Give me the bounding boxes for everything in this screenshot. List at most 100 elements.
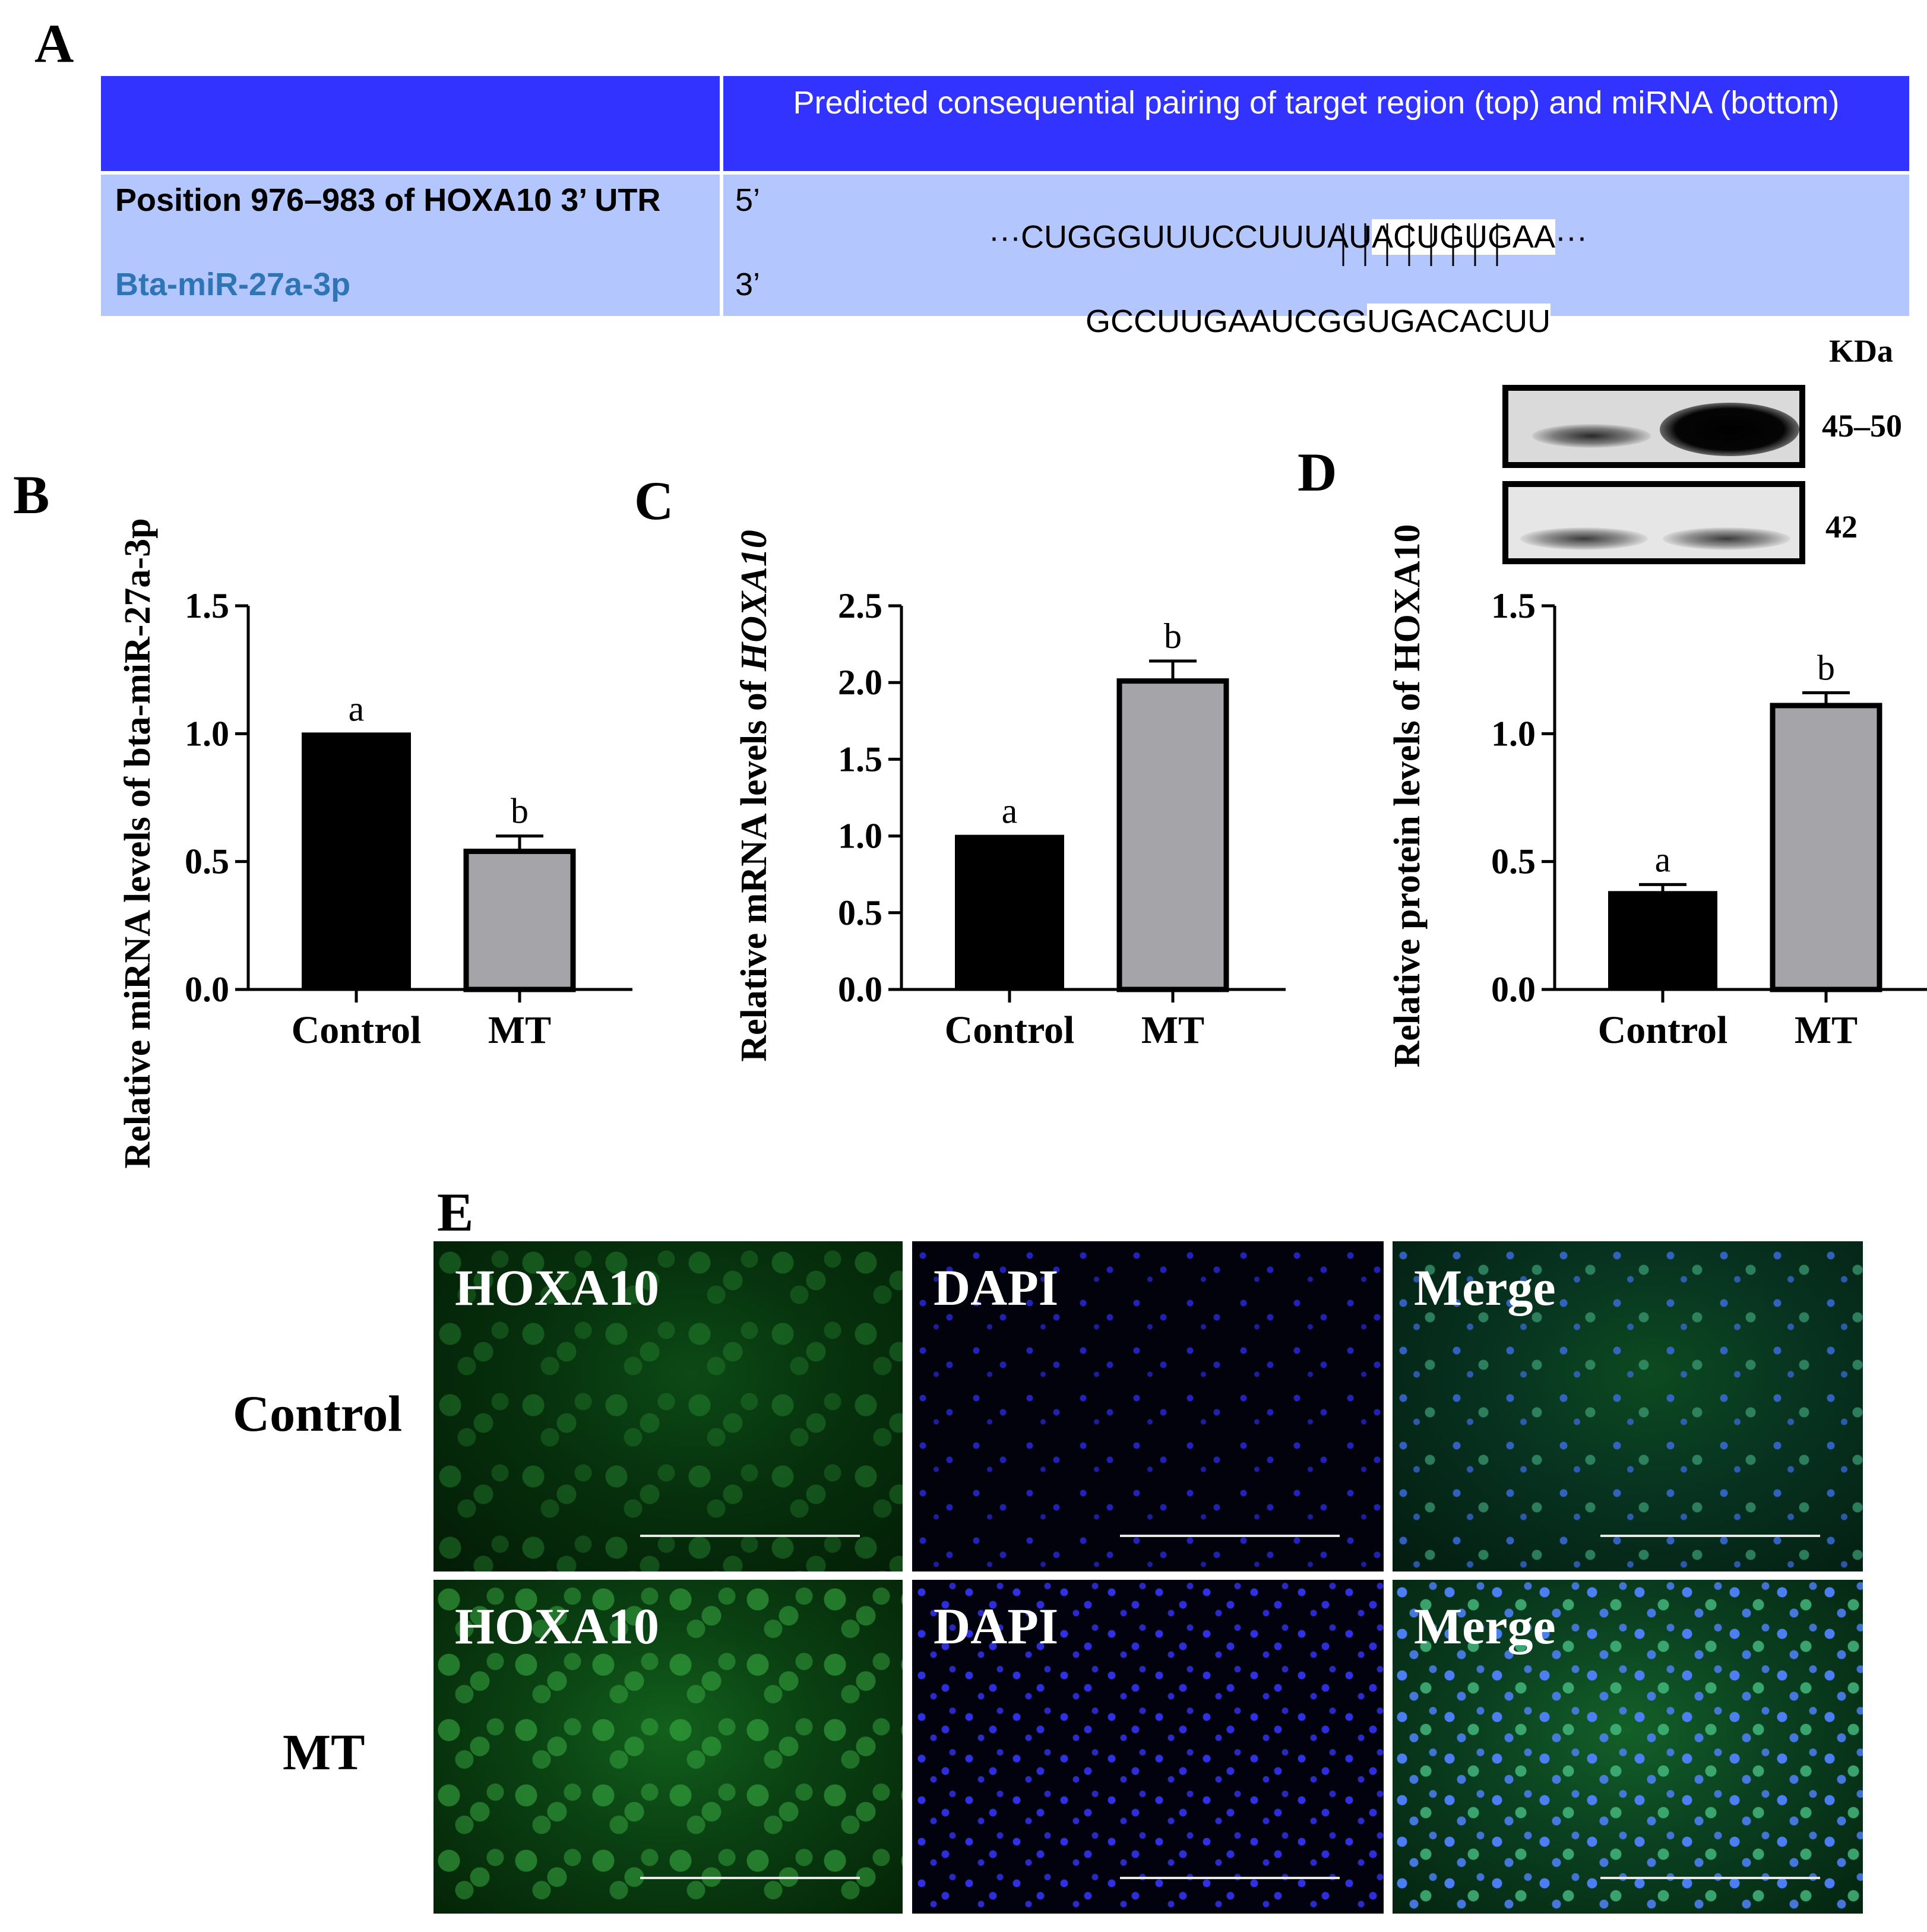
table-body-left [101, 175, 720, 316]
y-axis-label-prefix: Relative mRNA levels of [734, 671, 774, 1062]
panel-d-letter: D [1298, 442, 1337, 502]
significance-label: b [1817, 648, 1835, 687]
table-header-text: Predicted consequential pairing of targe… [793, 85, 1840, 121]
target-region-label: Position 976–983 of HOXA10 3’ UTR [115, 182, 661, 218]
x-tick-label: Control [945, 1008, 1075, 1052]
chart-plot-b: 0.0 0.5 1.0 1.5 Control a MT b Relative miRNA le… [118, 518, 632, 1169]
mirna-seed: UGACACUU [1367, 303, 1551, 339]
target-seq-suffix: ··· [1555, 219, 1587, 255]
table-body-right [723, 175, 1909, 316]
bar-mt [1116, 678, 1229, 992]
x-tick-label: MT [1141, 1008, 1204, 1052]
chart-plot-d: 0.0 0.5 1.0 1.5 Control a MT b Relative protein … [1387, 524, 1927, 1068]
x-tick-label: MT [1795, 1008, 1858, 1052]
scale-bar [1120, 1535, 1340, 1537]
chart-plot-c: 0.0 0.5 1.0 1.5 2.0 2.5 Control a MT b Relative mR… [734, 530, 1286, 1062]
y-tick-label: 1.5 [185, 586, 229, 625]
y-axis-label-gene: HOXA10 [734, 530, 774, 672]
scale-bar [1120, 1877, 1340, 1879]
micro-label-hoxa10-mt: HOXA10 [455, 1598, 659, 1655]
panel-c-letter: C [634, 470, 674, 531]
three-prime-end: 3’ [735, 267, 761, 302]
bar-mt [1770, 703, 1882, 992]
scale-bar [1600, 1877, 1820, 1879]
target-seq-prefix: ···CUGGGUUUCCUUUAU [989, 219, 1372, 255]
bar-control [302, 732, 411, 991]
y-tick-label: 1.5 [1491, 586, 1536, 625]
scale-bar [640, 1535, 860, 1537]
micro-texture [1393, 1580, 1863, 1914]
y-tick-label: 0.5 [838, 893, 882, 932]
y-tick-label: 0.0 [1491, 970, 1536, 1009]
five-prime-end: 5’ [735, 182, 761, 218]
micro-mt-hoxa10: HOXA10 [434, 1580, 903, 1914]
micro-label-hoxa10-control: HOXA10 [455, 1259, 659, 1316]
micro-texture [912, 1241, 1384, 1571]
row-label-mt: MT [283, 1724, 365, 1781]
target-sequence: ···CUGGGUUUCCUUUAUACUGUGAA··· [953, 182, 1587, 292]
blot-band-1-label: 45–50 [1822, 408, 1902, 444]
blot-band-2-mt [1663, 527, 1790, 550]
y-tick-label: 1.0 [838, 817, 882, 856]
mirna-seq-prefix: GCCUUGAAUCGG [1086, 303, 1368, 339]
blot-band-1 [1502, 385, 1805, 468]
significance-label: a [1002, 792, 1018, 831]
mirna-label: Bta-miR-27a-3p [115, 267, 351, 302]
chart-d: 0.0 0.5 1.0 1.5 Control a MT b Relative protein … [1387, 524, 1927, 1068]
kda-label: KDa [1829, 333, 1893, 369]
chart-b: 0.0 0.5 1.0 1.5 Control a MT b Relative miRNA le… [118, 518, 632, 1169]
significance-label: b [511, 792, 529, 831]
y-tick-label: 0.5 [185, 842, 229, 881]
table-header-left [101, 76, 720, 171]
blot-band-2 [1502, 481, 1805, 564]
significance-label: a [349, 689, 365, 728]
table-header-right: Predicted consequential pairing of targe… [723, 76, 1909, 171]
y-tick-label: 0.0 [185, 970, 229, 1009]
y-tick-label: 0.5 [1491, 842, 1536, 881]
micro-label-merge-control: Merge [1414, 1259, 1556, 1316]
blot-band-1-mt [1660, 403, 1799, 456]
micro-control-hoxa10: HOXA10 [434, 1241, 903, 1571]
mirna-sequence: GCCUUGAAUCGGUGACACUU [1050, 266, 1551, 377]
target-seed: ACUGUGAA [1371, 219, 1556, 255]
y-axis-label: Relative protein levels of HOXA10 [1387, 524, 1428, 1068]
bar-mt [463, 848, 576, 992]
micro-label-merge-mt: Merge [1414, 1598, 1556, 1655]
y-tick-label: 1.0 [1491, 714, 1536, 753]
bar-control [1608, 891, 1717, 991]
scale-bar [640, 1877, 860, 1879]
bar-control [955, 834, 1064, 991]
y-tick-label: 2.5 [838, 586, 882, 625]
scale-bar [1600, 1535, 1820, 1537]
micro-control-merge: Merge [1393, 1241, 1863, 1571]
x-tick-label: MT [488, 1008, 551, 1052]
y-axis-label: Relative mRNA levels of HOXA10 [734, 530, 774, 1061]
x-tick-label: Control [1598, 1008, 1728, 1052]
blot-band-2-label: 42 [1825, 509, 1858, 545]
micro-mt-dapi: DAPI [912, 1580, 1384, 1914]
y-tick-label: 1.0 [185, 714, 229, 753]
significance-label: b [1164, 616, 1182, 656]
panel-a-letter: A [34, 13, 74, 74]
blot-band-2-control [1520, 527, 1648, 550]
significance-label: a [1655, 840, 1671, 879]
micro-texture [1393, 1241, 1863, 1571]
micro-texture [434, 1580, 903, 1914]
y-tick-label: 1.5 [838, 739, 882, 779]
blot-band-1-control [1532, 424, 1651, 448]
micro-texture [434, 1241, 903, 1571]
micro-label-dapi-mt: DAPI [934, 1598, 1059, 1655]
panel-b-letter: B [13, 464, 50, 525]
micro-mt-merge: Merge [1393, 1580, 1863, 1914]
row-label-control: Control [233, 1385, 403, 1442]
x-tick-label: Control [292, 1008, 422, 1052]
panel-e-letter: E [437, 1182, 474, 1242]
micro-texture [912, 1580, 1384, 1914]
y-tick-label: 0.0 [838, 970, 882, 1009]
micro-label-dapi-control: DAPI [934, 1259, 1059, 1316]
pairing-lines [1342, 223, 1498, 266]
pairing-table: Predicted consequential pairing of targe… [101, 76, 1909, 339]
y-axis-label: Relative miRNA levels of bta-miR-27a-3p [118, 518, 158, 1168]
chart-c: 0.0 0.5 1.0 1.5 2.0 2.5 Control a MT b Relative mR… [734, 530, 1286, 1062]
micro-control-dapi: DAPI [912, 1241, 1384, 1571]
